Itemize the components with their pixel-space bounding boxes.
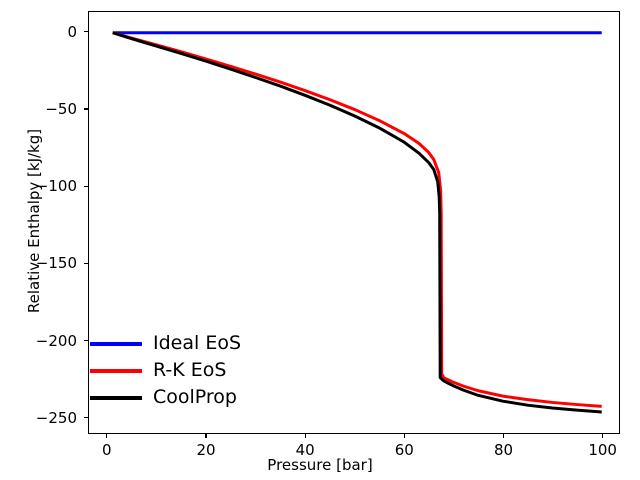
y-tick-mark <box>84 339 88 342</box>
y-tick-mark <box>84 417 88 419</box>
legend-swatch-ideal-eos <box>90 341 142 346</box>
legend: Ideal EoS R-K EoS CoolProp <box>90 330 300 411</box>
x-tick-mark <box>403 434 405 438</box>
y-tick-mark <box>84 31 88 33</box>
x-tick-label: 40 <box>295 441 315 459</box>
series-line <box>112 31 602 414</box>
x-tick-label: 100 <box>588 441 617 459</box>
series-line <box>112 31 602 408</box>
y-tick-label: −250 <box>35 408 77 427</box>
x-tick-mark <box>502 434 505 438</box>
y-tick-label: −100 <box>35 177 77 196</box>
y-tick-mark <box>84 108 88 110</box>
legend-label-rk-eos: R-K EoS <box>153 359 227 381</box>
x-tick-mark <box>205 434 207 438</box>
x-tick-label: 0 <box>102 441 112 459</box>
y-tick-label: −150 <box>35 254 77 273</box>
legend-label-coolprop: CoolProp <box>153 386 237 408</box>
legend-swatch-rk-eos <box>90 368 142 373</box>
x-tick-label: 20 <box>196 441 216 459</box>
x-axis-label: Pressure [bar] <box>267 456 373 474</box>
curve-layer <box>112 31 602 414</box>
legend-label-ideal-eos: Ideal EoS <box>153 332 242 354</box>
legend-entry-ideal-eos: Ideal EoS <box>90 330 300 357</box>
x-tick-label: 80 <box>493 441 514 459</box>
legend-swatch-coolprop <box>90 395 142 400</box>
x-tick-label: 60 <box>394 441 414 459</box>
y-tick-mark <box>84 185 88 187</box>
legend-entry-coolprop: CoolProp <box>90 384 300 411</box>
plot-area <box>88 11 620 434</box>
y-axis-label: Relative Enthalpy [kJ/kg] <box>25 128 43 314</box>
y-tick-mark <box>84 262 88 265</box>
y-tick-label: −200 <box>35 331 77 350</box>
legend-entry-rk-eos: R-K EoS <box>90 357 300 384</box>
x-tick-mark <box>304 434 306 438</box>
x-tick-mark <box>106 434 108 438</box>
y-tick-label: 0 <box>67 22 77 41</box>
x-tick-mark <box>601 434 604 438</box>
y-tick-label: −50 <box>45 100 77 119</box>
